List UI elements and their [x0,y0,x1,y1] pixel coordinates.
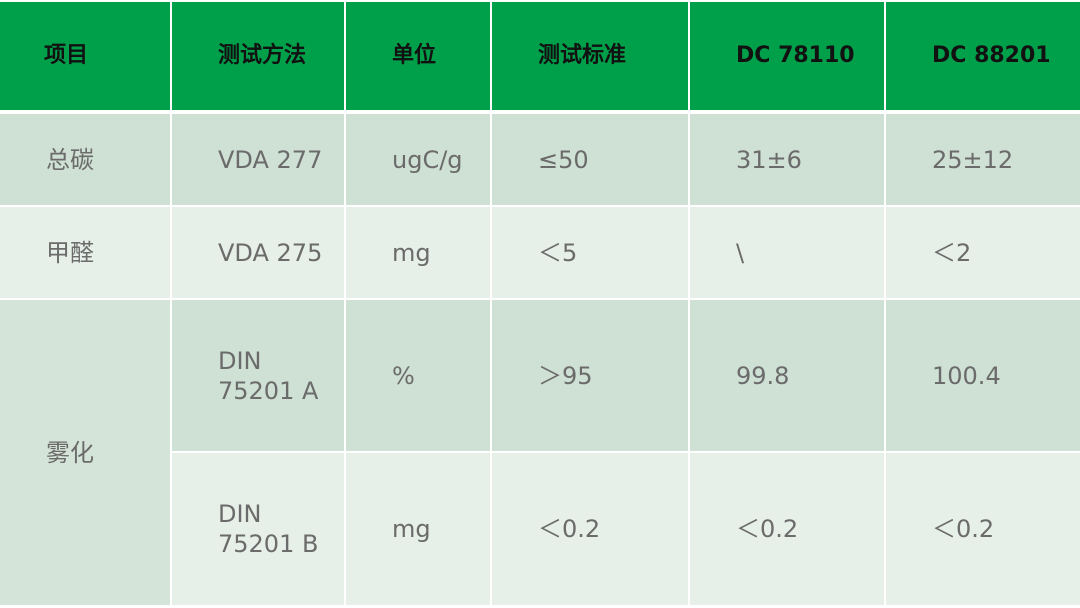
table-cell: 甲醛 [0,207,170,298]
header-cell: 项目 [0,2,170,110]
table-cell: ＜2 [886,207,1080,298]
table-cell: mg [346,453,490,605]
table-cell: 100.4 [886,300,1080,451]
table-cell: % [346,300,490,451]
table-cell: 99.8 [690,300,884,451]
table-cell: ＜5 [492,207,688,298]
table-cell: ugC/g [346,114,490,205]
header-cell: 测试方法 [172,2,344,110]
table-cell: ＜0.2 [492,453,688,605]
header-cell: 单位 [346,2,490,110]
header-cell: 测试标准 [492,2,688,110]
table-cell: ＜0.2 [886,453,1080,605]
header-cell: DC 78110 [690,2,884,110]
table-cell: 雾化 [0,300,170,605]
table-cell: 总碳 [0,114,170,205]
table-cell: DIN 75201 A [172,300,344,451]
table-cell: ≤50 [492,114,688,205]
table-cell: 31±6 [690,114,884,205]
table-cell: ＞95 [492,300,688,451]
table-cell: VDA 277 [172,114,344,205]
table-cell: ＜0.2 [690,453,884,605]
table-cell: DIN 75201 B [172,453,344,605]
header-cell: DC 88201 [886,2,1080,110]
table-cell: VDA 275 [172,207,344,298]
table-cell: mg [346,207,490,298]
table-cell: 25±12 [886,114,1080,205]
table-cell: \ [690,207,884,298]
